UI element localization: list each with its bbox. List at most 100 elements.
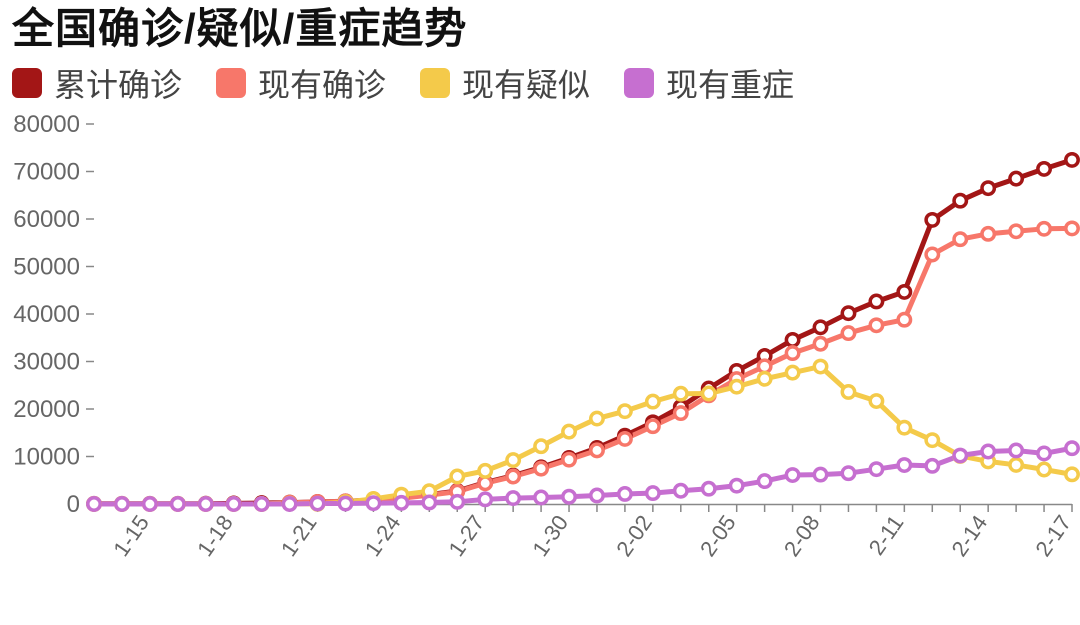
chart-title: 全国确诊/疑似/重症趋势 xyxy=(4,0,1076,54)
svg-text:20000: 20000 xyxy=(13,396,80,423)
series-line-累计确诊 xyxy=(94,160,1072,504)
data-point xyxy=(619,433,631,445)
data-point xyxy=(842,307,854,319)
data-point xyxy=(647,396,659,408)
data-point xyxy=(675,388,687,400)
series-line-现有疑似 xyxy=(94,367,1072,504)
data-point xyxy=(1010,459,1022,471)
data-point xyxy=(563,454,575,466)
data-point xyxy=(563,426,575,438)
data-point xyxy=(926,434,938,446)
data-point xyxy=(870,319,882,331)
data-point xyxy=(200,498,212,510)
legend-label: 现有确诊 xyxy=(258,60,386,106)
data-point xyxy=(228,498,240,510)
data-point xyxy=(814,469,826,481)
data-point xyxy=(982,182,994,194)
data-point xyxy=(898,314,910,326)
data-point xyxy=(1066,468,1078,480)
data-point xyxy=(395,497,407,509)
svg-text:60000: 60000 xyxy=(13,206,80,233)
data-point xyxy=(870,463,882,475)
data-point xyxy=(758,475,770,487)
chart-svg: 0100002000030000400005000060000700008000… xyxy=(8,106,1080,616)
svg-text:1-27: 1-27 xyxy=(444,511,490,561)
data-point xyxy=(814,338,826,350)
data-point xyxy=(479,493,491,505)
data-point xyxy=(563,491,575,503)
data-point xyxy=(423,496,435,508)
data-point xyxy=(255,498,267,510)
svg-text:30000: 30000 xyxy=(13,349,80,376)
data-point xyxy=(842,467,854,479)
data-point xyxy=(982,445,994,457)
data-point xyxy=(898,286,910,298)
data-point xyxy=(870,295,882,307)
data-point xyxy=(926,460,938,472)
data-point xyxy=(591,444,603,456)
data-point xyxy=(1010,173,1022,185)
data-point xyxy=(451,496,463,508)
data-point xyxy=(954,195,966,207)
legend-label: 累计确诊 xyxy=(54,60,182,106)
svg-text:1-21: 1-21 xyxy=(276,511,322,561)
data-point xyxy=(786,347,798,359)
data-point xyxy=(479,477,491,489)
legend-item-cumulative: 累计确诊 xyxy=(12,60,182,106)
svg-text:2-17: 2-17 xyxy=(1030,511,1076,561)
data-point xyxy=(116,498,128,510)
legend-swatch xyxy=(216,68,246,98)
data-point xyxy=(675,407,687,419)
data-point xyxy=(172,498,184,510)
data-point xyxy=(1038,163,1050,175)
svg-text:1-18: 1-18 xyxy=(192,511,238,561)
data-point xyxy=(954,233,966,245)
svg-text:2-02: 2-02 xyxy=(611,511,657,561)
data-point xyxy=(703,387,715,399)
data-point xyxy=(703,483,715,495)
svg-text:80000: 80000 xyxy=(13,111,80,138)
data-point xyxy=(758,360,770,372)
data-point xyxy=(535,440,547,452)
legend-item-suspected: 现有疑似 xyxy=(420,60,590,106)
legend: 累计确诊 现有确诊 现有疑似 现有重症 xyxy=(4,54,1076,106)
data-point xyxy=(451,470,463,482)
data-point xyxy=(730,381,742,393)
data-point xyxy=(675,485,687,497)
data-point xyxy=(1066,222,1078,234)
data-point xyxy=(619,405,631,417)
svg-text:50000: 50000 xyxy=(13,254,80,281)
data-point xyxy=(954,450,966,462)
data-point xyxy=(1066,442,1078,454)
data-point xyxy=(591,413,603,425)
data-point xyxy=(730,480,742,492)
legend-item-severe: 现有重症 xyxy=(624,60,794,106)
data-point xyxy=(283,498,295,510)
legend-swatch xyxy=(624,68,654,98)
data-point xyxy=(870,395,882,407)
data-point xyxy=(647,487,659,499)
data-point xyxy=(814,361,826,373)
svg-text:1-30: 1-30 xyxy=(527,511,573,561)
data-point xyxy=(479,465,491,477)
data-point xyxy=(1066,154,1078,166)
data-point xyxy=(898,422,910,434)
data-point xyxy=(786,334,798,346)
data-point xyxy=(507,454,519,466)
svg-text:2-08: 2-08 xyxy=(779,511,825,561)
svg-text:2-05: 2-05 xyxy=(695,511,741,561)
svg-text:2-14: 2-14 xyxy=(947,511,993,561)
data-point xyxy=(786,367,798,379)
svg-text:40000: 40000 xyxy=(13,301,80,328)
data-point xyxy=(926,248,938,260)
data-point xyxy=(1010,444,1022,456)
legend-item-current-confirmed: 现有确诊 xyxy=(216,60,386,106)
data-point xyxy=(758,373,770,385)
data-point xyxy=(339,498,351,510)
data-point xyxy=(786,469,798,481)
legend-label: 现有疑似 xyxy=(462,60,590,106)
data-point xyxy=(898,459,910,471)
data-point xyxy=(926,214,938,226)
data-point xyxy=(144,498,156,510)
data-point xyxy=(1038,463,1050,475)
